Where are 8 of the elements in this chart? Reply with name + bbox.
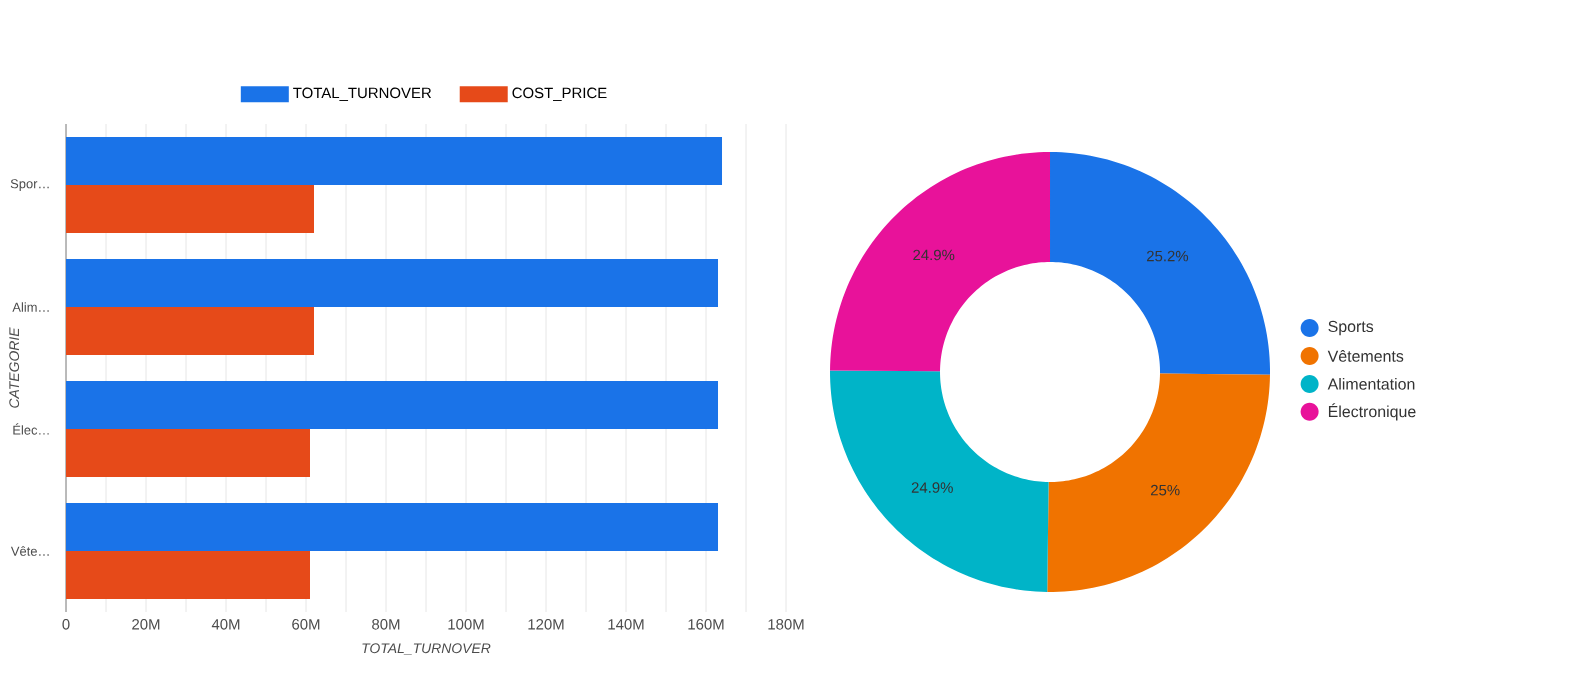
bar [66, 429, 310, 478]
bar [66, 551, 310, 600]
bar [66, 185, 314, 234]
bar [66, 307, 314, 356]
bar [66, 503, 719, 552]
bar [66, 381, 719, 430]
bar [66, 259, 719, 308]
bar [66, 137, 723, 186]
